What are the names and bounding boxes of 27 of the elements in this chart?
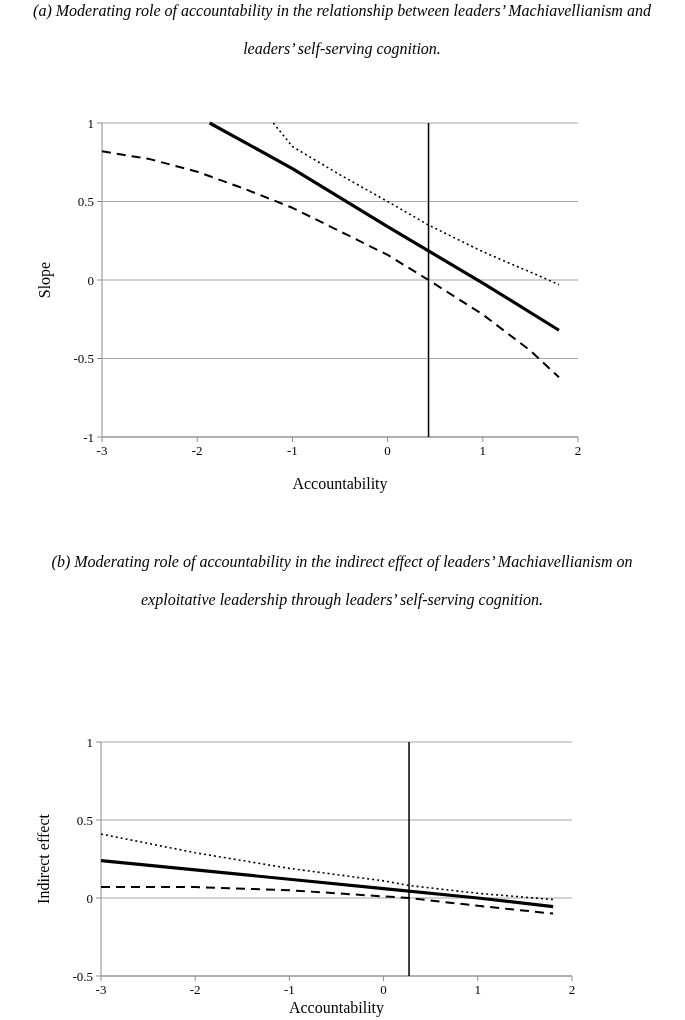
y-tick-label: 0.5 [77, 194, 94, 210]
x-tick-label: 2 [568, 982, 576, 997]
x-tick-label: 1 [479, 443, 487, 458]
chart-title: (a) Moderating role of accountability in the relationship between leaders’ Machiavellianism and leaders’ self-serving cognition. [33, 2, 651, 57]
y-axis-title: Indirect effect [35, 813, 52, 904]
x-tick-label: 0 [380, 982, 387, 997]
x-tick-label: -2 [189, 982, 201, 997]
x-tick-label: -1 [283, 982, 295, 997]
y-tick-label: -0.5 [73, 351, 94, 367]
y-tick-label: 1 [86, 734, 93, 750]
y-tick-label: 1 [87, 115, 94, 131]
y-axis-title: Slope [36, 261, 54, 299]
x-tick-label: -2 [191, 443, 203, 458]
x-tick-label: 0 [384, 443, 391, 458]
y-tick-label: -0.5 [72, 968, 93, 984]
x-tick-label: 1 [474, 982, 482, 997]
y-tick-label: 0 [87, 272, 94, 288]
y-tick-label: 0 [86, 890, 93, 906]
x-tick-label: -1 [286, 443, 298, 458]
x-axis-title: Accountability [292, 475, 388, 493]
x-tick-label: 2 [574, 443, 582, 458]
y-tick-label: -1 [83, 429, 94, 445]
x-tick-label: -3 [95, 982, 107, 997]
x-tick-label: -3 [96, 443, 108, 458]
y-tick-label: 0.5 [76, 812, 93, 828]
chart-title: (b) Moderating role of accountability in the indirect effect of leaders’ Machiavellianism on exploitative leadership through leaders’ self-serving cognition. [51, 553, 633, 608]
x-axis-title: Accountability [288, 999, 385, 1017]
